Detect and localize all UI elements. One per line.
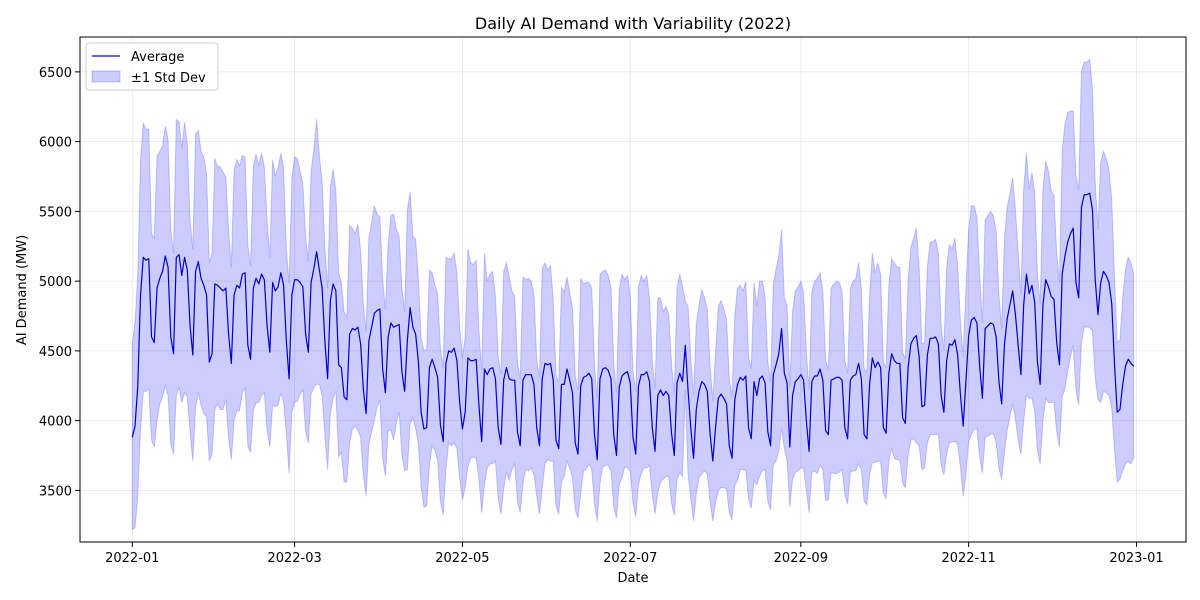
y-axis-title: AI Demand (MW) <box>15 235 30 345</box>
y-tick-label: 4000 <box>39 415 72 430</box>
x-tick-label: 2022-11 <box>941 551 995 566</box>
x-axis-title: Date <box>617 571 648 586</box>
plot-frame <box>79 36 1187 543</box>
grid-lines <box>80 37 1186 542</box>
average-series-line <box>131 192 1135 462</box>
legend-std-dev-swatch <box>91 70 121 83</box>
y-tick-label: 4500 <box>39 345 72 360</box>
legend-average-label: Average <box>131 50 184 65</box>
y-tick-label: 5500 <box>39 205 72 220</box>
x-tick-label: 2022-09 <box>774 551 828 566</box>
y-axis-ticks: 3500 4000 4500 5000 5500 6000 6500 <box>39 66 80 499</box>
x-tick-label: 2022-07 <box>603 551 657 566</box>
x-axis-ticks: 2022-01 2022-03 2022-05 2022-07 2022-09 2022-… <box>105 542 1164 566</box>
legend-std-dev-label: ±1 Std Dev <box>131 71 206 86</box>
average-line <box>131 192 1135 462</box>
x-tick-label: 2023-01 <box>1109 551 1163 566</box>
x-tick-label: 2022-03 <box>267 551 321 566</box>
legend: Average ±1 Std Dev <box>85 42 219 91</box>
x-tick-label: 2022-01 <box>105 551 159 566</box>
std-dev-band-area <box>131 58 1135 531</box>
y-tick-label: 6000 <box>39 136 72 151</box>
x-tick-label: 2022-05 <box>435 551 489 566</box>
y-tick-label: 5000 <box>39 275 72 290</box>
std-dev-band <box>131 58 1135 531</box>
y-tick-label: 6500 <box>39 66 72 81</box>
chart-title: Daily AI Demand with Variability (2022) <box>475 14 791 33</box>
y-tick-label: 3500 <box>39 484 72 499</box>
legend-box <box>85 42 219 91</box>
